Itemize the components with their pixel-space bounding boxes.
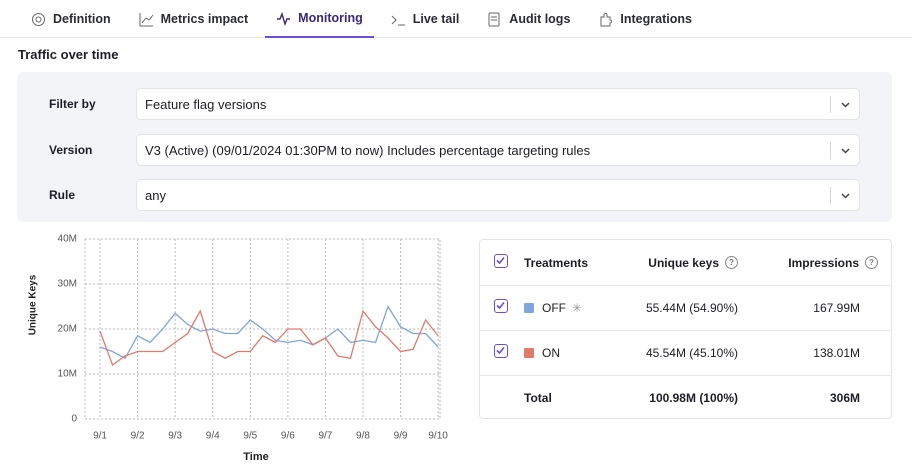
- checkbox[interactable]: [494, 254, 508, 268]
- chevron: [841, 193, 850, 199]
- impressions: 167.99M: [813, 300, 860, 315]
- baseline-icon: ✳: [572, 300, 583, 315]
- total-impressions: 306M: [829, 390, 860, 405]
- filter-row: Rule any: [17, 179, 892, 211]
- y-tick-label: 10M: [58, 369, 77, 380]
- treatment-row: OFF ✳ 55.44M (54.90%) 167.99M: [480, 285, 891, 331]
- filter-row: Filter by Feature flag versions: [17, 88, 892, 120]
- filter-label: Filter by: [49, 97, 96, 111]
- unique-keys: 45.54M (45.10%): [645, 345, 738, 360]
- tab-icon: [391, 15, 405, 25]
- checkbox[interactable]: [494, 299, 508, 313]
- table-header: Treatments Unique keys? Impressions?: [480, 240, 891, 286]
- dropdown[interactable]: Feature flag versions: [136, 88, 860, 120]
- treatments-table: Treatments Unique keys? Impressions? OFF ✳ 55…: [479, 239, 892, 419]
- y-tick-label: 0: [71, 414, 77, 425]
- checkbox[interactable]: [494, 344, 508, 358]
- tab-icon: [32, 12, 45, 26]
- tab-label: Integrations: [620, 12, 692, 26]
- x-tick-label: 9/5: [243, 431, 257, 442]
- tab-label: Monitoring: [298, 11, 363, 25]
- total-label: Total: [524, 390, 552, 405]
- x-tick-label: 9/10: [428, 431, 448, 442]
- filter-label: Rule: [49, 188, 76, 202]
- x-tick-label: 9/1: [93, 431, 107, 442]
- total-row: Total 100.98M (100%) 306M: [480, 375, 891, 420]
- dropdown-value: V3 (Active) (09/01/2024 01:30PM to now) …: [145, 142, 591, 158]
- y-tick-label: 20M: [58, 324, 77, 335]
- x-tick-label: 9/7: [318, 431, 332, 442]
- chevron: [841, 147, 850, 154]
- x-tick-label: 9/8: [356, 431, 370, 442]
- separator: [830, 96, 831, 113]
- tab-icon: [139, 12, 154, 26]
- series-line: [99, 304, 439, 360]
- x-tick-label: 9/3: [168, 431, 182, 442]
- header-unique-keys: Unique keys?: [630, 240, 738, 285]
- tab[interactable]: Live tail: [380, 0, 471, 38]
- tab-icon: [277, 11, 291, 26]
- unique-keys: 55.44M (54.90%): [645, 300, 738, 315]
- impressions: 138.01M: [813, 345, 860, 360]
- filter-panel: Filter by Feature flag versions Version V3 …: [17, 72, 892, 222]
- treatment-name: ON: [542, 345, 560, 360]
- total-unique-keys: 100.98M (100%): [649, 390, 738, 405]
- filter-row: Version V3 (Active) (09/01/2024 01:30PM t…: [17, 133, 892, 166]
- tab-bar: Definition Metrics impact Monitoring Live t…: [0, 0, 912, 38]
- dropdown[interactable]: any: [136, 179, 860, 211]
- y-axis-label: Unique Keys: [28, 274, 39, 335]
- separator: [830, 141, 831, 159]
- legend-swatch: [524, 302, 534, 313]
- tab-icon: [600, 12, 613, 26]
- tab[interactable]: Monitoring: [265, 0, 374, 38]
- treatment-name: OFF: [542, 300, 566, 315]
- x-tick-label: 9/4: [206, 431, 220, 442]
- chevron: [841, 102, 850, 108]
- tab-label: Live tail: [412, 12, 460, 26]
- header-impressions: Impressions?: [760, 240, 878, 285]
- treatment: OFF ✳: [524, 285, 582, 330]
- help-icon[interactable]: ?: [725, 256, 738, 269]
- separator: [830, 187, 831, 204]
- tab[interactable]: Definition: [20, 0, 122, 38]
- header-treatments: Treatments: [524, 255, 589, 270]
- x-tick-label: 9/6: [281, 431, 295, 442]
- tab[interactable]: Integrations: [587, 0, 703, 38]
- y-tick-label: 40M: [58, 234, 77, 245]
- dropdown[interactable]: V3 (Active) (09/01/2024 01:30PM to now) …: [136, 133, 860, 166]
- dropdown-value: Feature flag versions: [145, 97, 267, 112]
- x-tick-label: 9/9: [394, 431, 408, 442]
- legend-swatch: [524, 347, 534, 358]
- filter-label: Version: [49, 142, 93, 157]
- tab[interactable]: Metrics impact: [128, 0, 260, 38]
- tab[interactable]: Audit logs: [476, 0, 581, 38]
- tab-label: Audit logs: [509, 12, 571, 26]
- tab-label: Metrics impact: [160, 12, 249, 26]
- tab-label: Definition: [53, 12, 111, 26]
- chart: Unique Keys Time 0 10M 20M 30M 40M 9/1 9/2 9/3 9…: [28, 234, 449, 463]
- y-tick-label: 30M: [58, 279, 77, 290]
- section-title: Traffic over time: [18, 47, 119, 62]
- help-icon[interactable]: ?: [865, 256, 878, 269]
- treatment: ON: [524, 330, 560, 375]
- x-tick-label: 9/2: [131, 431, 145, 442]
- tab-icon: [488, 12, 500, 26]
- x-axis-label: Time: [243, 451, 268, 463]
- dropdown-value: any: [145, 188, 166, 203]
- treatment-row: ON 45.54M (45.10%) 138.01M: [480, 330, 891, 376]
- series-line: [99, 309, 439, 367]
